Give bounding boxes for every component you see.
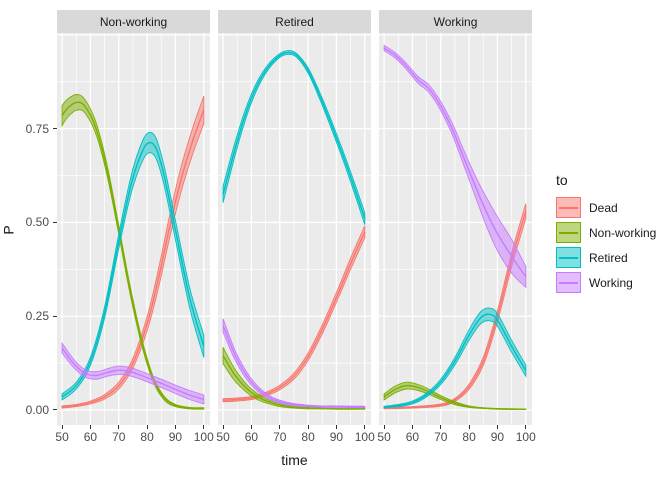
x-tick-label: 50: [216, 430, 230, 444]
legend-item-working: Working: [556, 272, 656, 293]
legend-key-retired-line: [559, 256, 578, 259]
facet-strip-label: Working: [379, 10, 532, 33]
legend-title: to: [556, 172, 568, 188]
legend-label-dead: Dead: [589, 200, 618, 215]
x-tick-label: 50: [55, 430, 69, 444]
y-tick-label: 0.00: [25, 402, 49, 417]
x-tick-mark: [525, 425, 527, 429]
legend: to Dead Non-working Retired Working: [556, 172, 656, 297]
x-axis: 50 60 70 80 90 100: [55, 425, 214, 451]
legend-key-retired-swatch: [556, 247, 581, 268]
x-tick-label: 70: [112, 430, 126, 444]
legend-item-retired: Retired: [556, 247, 656, 268]
x-axis-title: time: [281, 452, 308, 468]
legend-item-non-working: Non-working: [556, 222, 656, 243]
legend-label-working: Working: [589, 275, 633, 290]
x-tick-label: 80: [301, 430, 315, 444]
x-tick-label: 100: [515, 430, 536, 444]
legend-label-retired: Retired: [589, 250, 628, 265]
legend-key-working-swatch: [556, 272, 581, 293]
facet: Retired 50 60 70 80 90 100: [216, 10, 375, 451]
y-tick-label: 0.75: [25, 121, 49, 136]
x-tick-label: 100: [354, 430, 375, 444]
x-tick-label: 60: [83, 430, 98, 444]
x-tick-mark: [307, 425, 309, 429]
x-tick-mark: [279, 425, 281, 429]
y-tick-mark: [52, 128, 57, 130]
legend-key-working-line: [559, 281, 578, 284]
y-tick-mark: [52, 315, 57, 317]
x-tick-label: 90: [329, 430, 344, 444]
x-tick-mark: [250, 425, 252, 429]
x-tick-mark: [118, 425, 120, 429]
x-tick-label: 90: [490, 430, 505, 444]
facet-strip-label: Non-working: [57, 10, 210, 33]
y-axis: 0.00 0.25 0.50 0.75: [0, 33, 57, 425]
x-tick-mark: [411, 425, 413, 429]
legend-label-non-working: Non-working: [589, 225, 657, 240]
x-tick-label: 70: [273, 430, 287, 444]
x-tick-mark: [146, 425, 148, 429]
x-tick-label: 80: [140, 430, 154, 444]
x-tick-mark: [222, 425, 224, 429]
x-tick-mark: [383, 425, 385, 429]
y-tick-label: 0.25: [25, 309, 49, 324]
x-tick-mark: [468, 425, 470, 429]
x-tick-label: 100: [193, 430, 214, 444]
facet: Non-working 50 60 70 80 90 100: [55, 10, 214, 451]
legend-item-dead: Dead: [556, 197, 656, 218]
x-axis: 50 60 70 80 90 100: [377, 425, 536, 451]
y-tick-label: 0.50: [25, 215, 49, 230]
x-tick-label: 80: [462, 430, 476, 444]
x-tick-label: 70: [434, 430, 448, 444]
facet-strip-label: Retired: [218, 10, 371, 33]
legend-key-dead-swatch: [556, 197, 581, 218]
x-tick-label: 60: [405, 430, 420, 444]
x-tick-mark: [496, 425, 498, 429]
y-tick-mark: [52, 409, 57, 411]
x-tick-label: 60: [244, 430, 259, 444]
legend-key-non-working-line: [559, 231, 578, 234]
facet: Working 50 60 70 80 90 100: [377, 10, 536, 451]
x-tick-mark: [203, 425, 205, 429]
x-tick-label: 90: [168, 430, 183, 444]
x-tick-label: 50: [377, 430, 391, 444]
x-tick-mark: [61, 425, 63, 429]
x-tick-mark: [174, 425, 176, 429]
x-tick-mark: [335, 425, 337, 429]
legend-key-non-working-swatch: [556, 222, 581, 243]
legend-key-dead-line: [559, 206, 578, 209]
facet-panels: Non-working 50 60 70 80 90 100 Retired 50 60 70 80 9…: [55, 10, 536, 451]
x-tick-mark: [440, 425, 442, 429]
x-tick-mark: [364, 425, 366, 429]
y-tick-mark: [52, 221, 57, 223]
x-tick-mark: [89, 425, 91, 429]
x-axis: 50 60 70 80 90 100: [216, 425, 375, 451]
